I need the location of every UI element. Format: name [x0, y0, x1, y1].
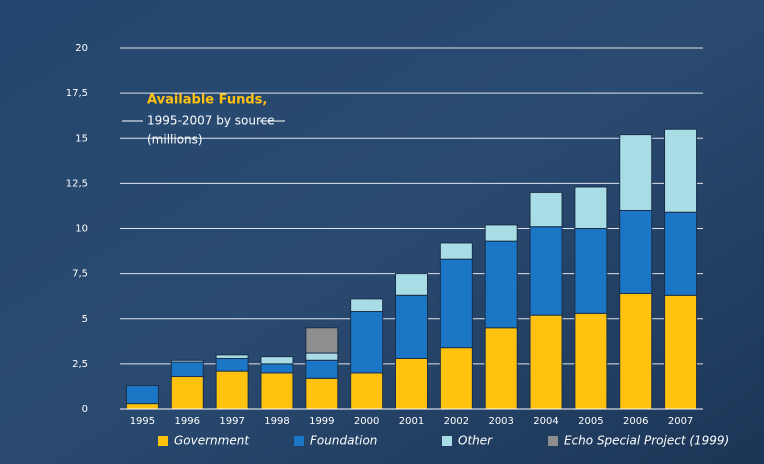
bar-segment [575, 229, 607, 314]
y-tick-label: 17,5 [66, 88, 88, 99]
bar-segment [216, 358, 248, 371]
x-tick-label: 1999 [309, 416, 334, 427]
bar-segment [530, 192, 562, 226]
bar-segment [261, 364, 293, 373]
unit-label: (millions) [147, 133, 203, 147]
bar-segment [620, 293, 652, 409]
bar-segment [620, 135, 652, 211]
bar-segment [171, 360, 203, 362]
legend-label: Government [174, 434, 250, 448]
bar-segment [126, 386, 158, 404]
legend-swatch [294, 436, 304, 446]
bar-segment [665, 129, 697, 212]
bar-segment [575, 313, 607, 409]
bar-segment [126, 404, 158, 409]
x-tick-label: 2001 [399, 416, 424, 427]
bar-segment [351, 312, 383, 373]
bar-segment [171, 362, 203, 376]
bar-segment [306, 353, 338, 360]
legend-swatch [442, 436, 452, 446]
bar-segment [351, 373, 383, 409]
bar-segment [530, 315, 562, 409]
x-tick-label: 1996 [175, 416, 200, 427]
bar-segment [171, 377, 203, 409]
bar-segment [216, 355, 248, 359]
chart-title: Available Funds, [147, 93, 267, 108]
legend-label: Foundation [310, 434, 377, 448]
y-tick-label: 2,5 [72, 359, 88, 370]
bar-segment [485, 328, 517, 409]
y-tick-label: 7,5 [72, 269, 88, 280]
x-tick-label: 2000 [354, 416, 379, 427]
y-tick-label: 5 [82, 314, 88, 325]
bar-segment [351, 299, 383, 312]
x-tick-label: 2004 [533, 416, 558, 427]
bar-segment [306, 360, 338, 378]
bar-segment [440, 348, 472, 409]
bar-segment [575, 187, 607, 229]
x-tick-label: 2006 [623, 416, 648, 427]
x-tick-label: 2002 [444, 416, 469, 427]
chart: 0 2,5 5 7,5 10 12,5 15 17,5 20 1995 1996 1997 1998 19… [0, 0, 764, 464]
bar-segment [440, 259, 472, 347]
bar-segment [396, 295, 428, 358]
x-tick-label: 1995 [130, 416, 155, 427]
y-tick-label: 0 [82, 404, 88, 415]
x-tick-label: 2005 [578, 416, 603, 427]
bar-segment [306, 328, 338, 353]
bar-segment [261, 373, 293, 409]
bar-segment [440, 243, 472, 259]
x-tick-label: 2007 [668, 416, 693, 427]
bar-segment [485, 225, 517, 241]
legend-label: Other [458, 434, 493, 448]
bar-segment [216, 371, 248, 409]
chart-subtitle: 1995-2007 by source [147, 114, 275, 128]
bar-segment [396, 358, 428, 409]
bar-segment [665, 295, 697, 409]
bar-segment [306, 378, 338, 409]
bar-segment [620, 210, 652, 293]
bar-segment [396, 274, 428, 296]
y-tick-label: 20 [75, 43, 88, 54]
y-tick-label: 10 [75, 224, 88, 235]
y-tick-label: 12,5 [66, 178, 88, 189]
legend-swatch [548, 436, 558, 446]
bar-segment [665, 212, 697, 295]
bar-segment [261, 357, 293, 364]
x-tick-label: 1997 [219, 416, 244, 427]
y-tick-label: 15 [75, 133, 88, 144]
x-tick-label: 1998 [264, 416, 289, 427]
bar-segment [530, 227, 562, 315]
legend-label: Echo Special Project (1999) [564, 434, 729, 448]
legend-swatch [158, 436, 168, 446]
x-tick-label: 2003 [488, 416, 513, 427]
bar-segment [485, 241, 517, 328]
